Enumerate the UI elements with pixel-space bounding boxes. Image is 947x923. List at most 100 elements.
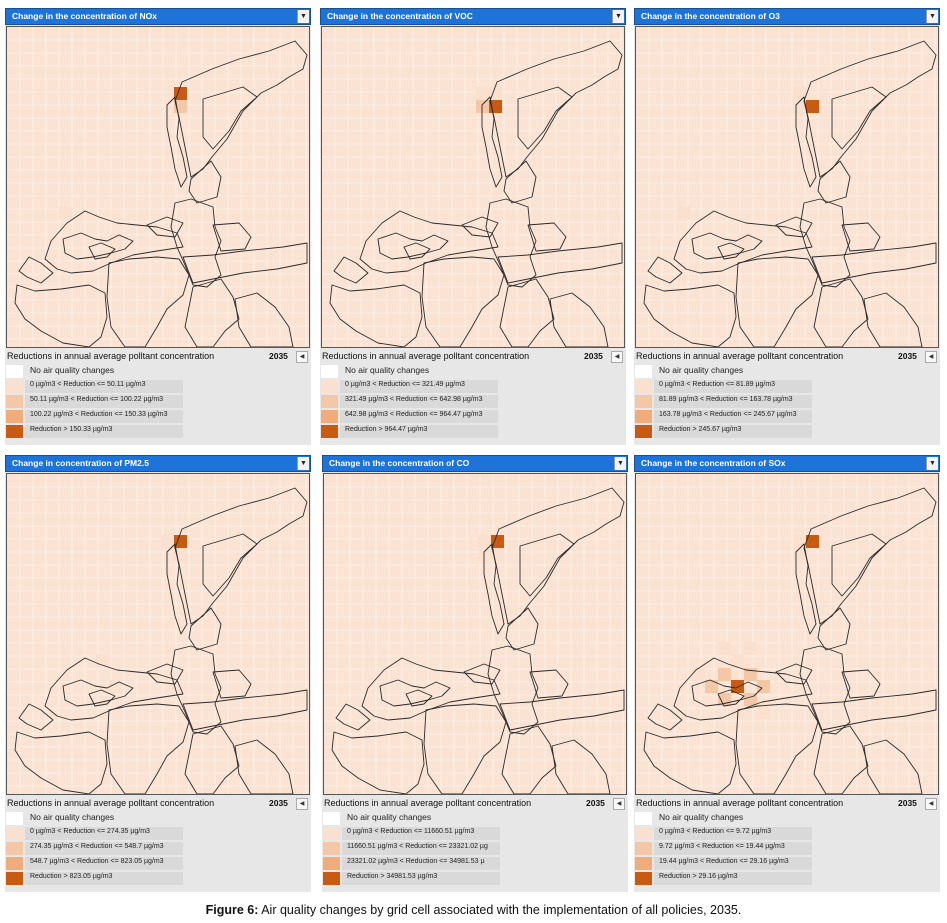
district-boundary [505,607,539,651]
legend-item: 0 µg/m3 < Reduction <= 9.72 µg/m3 [635,826,815,841]
grid-cell [793,87,806,100]
legend-swatch [635,425,652,438]
legend-item: Reduction > 823.05 µg/m3 [6,871,186,886]
legend-swatch [635,872,652,885]
district-boundary [817,607,851,651]
panel-co: Change in the concentration of CO ▼ Redu… [322,455,628,892]
legend-label: No air quality changes [659,365,744,375]
pollutant-dropdown[interactable]: Change in the concentration of O3 ▼ [634,8,940,25]
concentration-map[interactable] [323,473,627,795]
concentration-map[interactable] [6,473,310,795]
district-boundary [461,216,499,238]
district-boundary [673,210,813,274]
district-boundary [489,40,623,178]
year-value: 2035 [584,351,603,361]
legend-label: 0 µg/m3 < Reduction <= 9.72 µg/m3 [659,828,772,835]
district-boundary [14,284,108,347]
legend-label: 0 µg/m3 < Reduction <= 81.89 µg/m3 [659,381,776,388]
year-prev-icon[interactable]: ◀ [613,798,625,810]
legend-item: 0 µg/m3 < Reduction <= 274.35 µg/m3 [6,826,186,841]
legend-item: No air quality changes [6,811,186,826]
grid-lines [322,27,624,347]
figure-caption: Figure 6: Air quality changes by grid ce… [0,903,947,917]
legend-swatch [321,380,338,393]
grid-cell [109,234,122,247]
legend-title: Reductions in annual average polltant co… [322,351,530,361]
district-boundary [18,703,54,731]
grid-cell [744,668,757,681]
grid-cell [718,642,731,655]
concentration-map[interactable] [635,26,939,348]
district-boundary [647,703,683,731]
year-prev-icon[interactable]: ◀ [296,798,308,810]
concentration-map[interactable] [6,26,310,348]
legend-item: 0 µg/m3 < Reduction <= 81.89 µg/m3 [635,379,815,394]
concentration-map[interactable] [635,473,939,795]
legend-swatch [635,842,652,855]
legend-item: No air quality changes [323,811,503,826]
legend-swatch [635,380,652,393]
district-boundary [463,663,501,685]
legend-label: No air quality changes [30,812,115,822]
chevron-down-icon[interactable]: ▼ [297,457,309,470]
district-boundary [377,232,449,260]
district-boundary [62,232,134,260]
grid-cell [806,535,819,548]
legend-swatch [635,857,652,870]
chevron-down-icon[interactable]: ▼ [926,457,938,470]
year-prev-icon[interactable]: ◀ [925,351,937,363]
legend-label: 274.35 µg/m3 < Reduction <= 548.7 µg/m3 [30,843,164,850]
panel-o3: Change in the concentration of O3 ▼ Redu… [634,8,940,445]
district-outlines [329,40,623,347]
pollutant-dropdown[interactable]: Change in concentration of PM2.5 ▼ [5,455,311,472]
grid-lines [7,27,309,347]
legend-item: Reduction > 964.47 µg/m3 [321,424,501,439]
legend-item: 321.49 µg/m3 < Reduction <= 642.98 µg/m3 [321,394,501,409]
pollutant-dropdown[interactable]: Change in the concentration of SOx ▼ [634,455,940,472]
pollutant-dropdown[interactable]: Change in the concentration of VOC ▼ [320,8,626,25]
district-boundary [184,278,240,347]
district-outlines [331,487,625,794]
legend-label: 11660.51 µg/m3 < Reduction <= 23321.02 µ… [347,843,488,850]
legend-item: 642.98 µg/m3 < Reduction <= 964.47 µg/m3 [321,409,501,424]
district-outlines [14,487,308,794]
legend-swatch [635,365,652,378]
chevron-down-icon[interactable]: ▼ [612,10,624,23]
pollutant-dropdown[interactable]: Change in the concentration of CO ▼ [322,455,628,472]
year-prev-icon[interactable]: ◀ [296,351,308,363]
legend-item: Reduction > 34981.53 µg/m3 [323,871,503,886]
district-boundary [863,739,923,794]
district-outlines [14,40,308,347]
district-boundary [329,284,423,347]
district-boundary [643,731,737,794]
legend-label: 50.11 µg/m3 < Reduction <= 100.22 µg/m3 [30,396,164,403]
legend-title: Reductions in annual average polltant co… [636,351,844,361]
district-boundary [673,657,813,721]
district-boundary [379,679,451,707]
year-prev-icon[interactable]: ◀ [611,351,623,363]
district-boundary [527,222,567,252]
chevron-down-icon[interactable]: ▼ [297,10,309,23]
district-boundary [335,703,371,731]
map-canvas [7,474,309,794]
district-boundary [503,160,537,204]
legend: No air quality changes 0 µg/m3 < Reductio… [6,811,186,886]
district-boundary [405,689,433,707]
concentration-map[interactable] [321,26,625,348]
district-boundary [481,96,503,188]
chevron-down-icon[interactable]: ▼ [926,10,938,23]
legend-item: No air quality changes [635,364,815,379]
grid-cell [478,535,491,548]
legend-title: Reductions in annual average polltant co… [636,798,844,808]
district-boundary [106,256,190,347]
chevron-down-icon[interactable]: ▼ [614,457,626,470]
legend-swatch [6,425,23,438]
grid-cell [174,535,187,548]
legend-label: 321.49 µg/m3 < Reduction <= 642.98 µg/m3 [345,396,483,403]
legend-label: 100.22 µg/m3 < Reduction <= 150.33 µg/m3 [30,411,168,418]
district-boundary [212,222,252,252]
year-prev-icon[interactable]: ◀ [925,798,937,810]
grid-cell [705,680,718,693]
pollutant-dropdown[interactable]: Change in the concentration of NOx ▼ [5,8,311,25]
district-boundary [182,242,308,284]
